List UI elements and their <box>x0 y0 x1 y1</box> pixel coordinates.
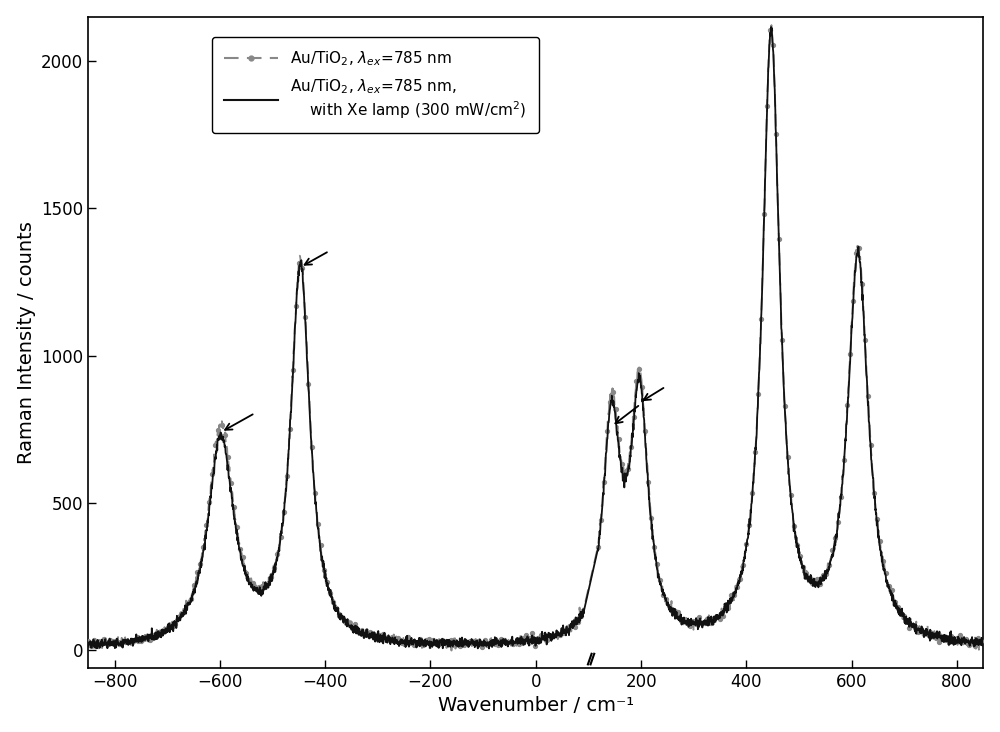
Y-axis label: Raman Intensity / counts: Raman Intensity / counts <box>17 221 36 464</box>
X-axis label: Wavenumber / cm⁻¹: Wavenumber / cm⁻¹ <box>438 696 634 715</box>
Legend: Au/TiO$_2$, $\lambda_{ex}$=785 nm, Au/TiO$_2$, $\lambda_{ex}$=785 nm,
    with X: Au/TiO$_2$, $\lambda_{ex}$=785 nm, Au/Ti… <box>212 37 539 133</box>
